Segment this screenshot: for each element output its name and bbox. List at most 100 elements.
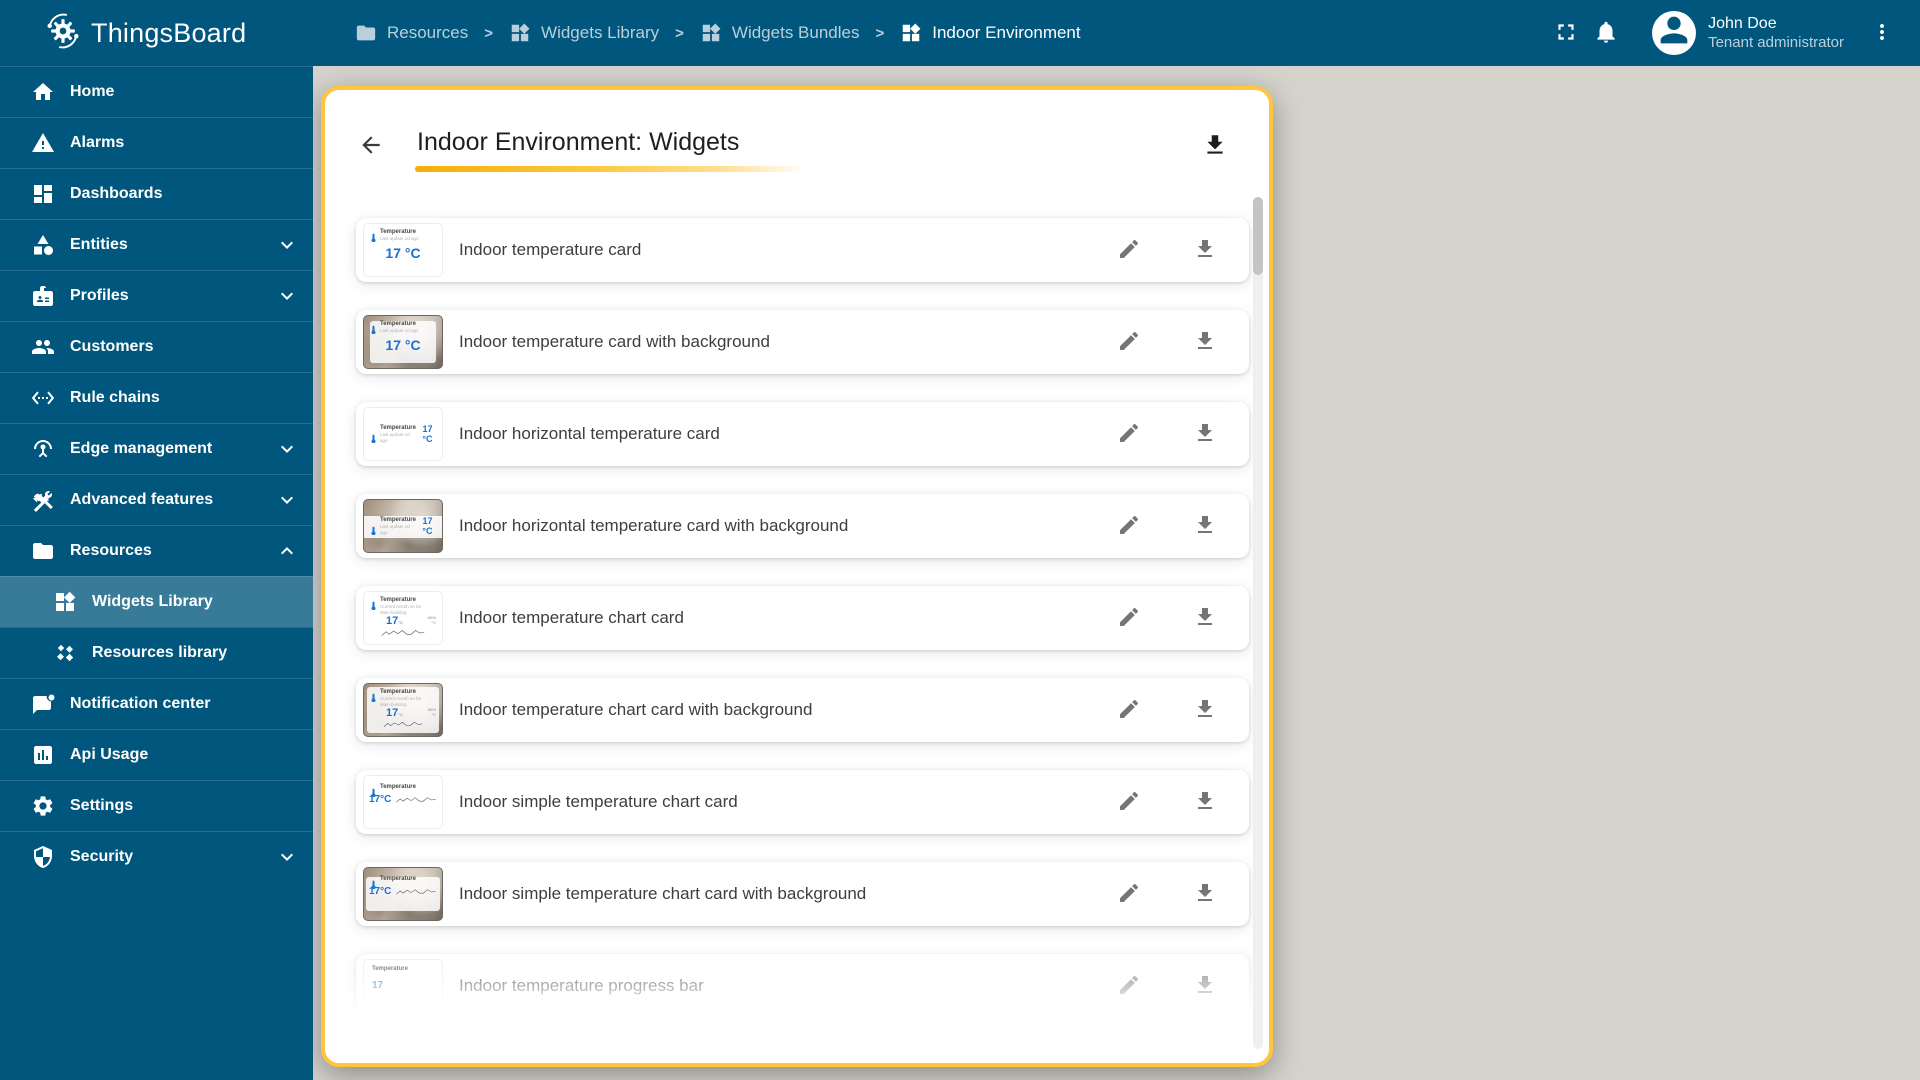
dashboards-icon [31,182,55,206]
settings-icon [31,794,55,818]
more-menu-button[interactable] [1862,13,1902,53]
folder-icon [355,22,377,44]
fullscreen-button[interactable] [1546,13,1586,53]
edit-widget-button[interactable] [1117,882,1141,906]
sidebar-item-entities[interactable]: Entities [0,219,313,270]
sidebar-item-home[interactable]: Home [0,66,313,117]
sidebar-item-widgets-library[interactable]: Widgets Library [0,576,313,627]
widget-title: Indoor temperature card with background [459,332,770,351]
sidebar-item-security[interactable]: Security [0,831,313,882]
widget-title: Indoor horizontal temperature card [459,424,720,443]
sidebar-item-advanced-features[interactable]: Advanced features [0,474,313,525]
widget-thumbnail: Temperature Current month so far Main buil… [363,591,443,645]
title-highlight-underline [415,166,807,172]
widget-thumbnail: Temperature 17°C [363,775,443,829]
download-widget-button[interactable] [1193,790,1217,814]
edit-widget-button[interactable] [1117,514,1141,538]
download-icon [1193,605,1217,632]
entities-icon [31,233,55,257]
widget-row[interactable]: Temperature Last update 1d ago 17 °C Indoo… [356,494,1249,558]
chevron-up-icon [275,539,299,563]
chevron-down-icon [275,284,299,308]
sidebar-item-resources-library[interactable]: Resources library [0,627,313,678]
breadcrumb-indoor-environment[interactable]: Indoor Environment [900,22,1081,44]
sidebar-item-notification-center[interactable]: Notification center [0,678,313,729]
widget-title: Indoor temperature progress bar [459,976,704,995]
download-widget-button[interactable] [1193,330,1217,354]
widget-row[interactable]: Temperature 17°C Indoor simple temperatur… [356,862,1249,926]
widget-title: Indoor horizontal temperature card with … [459,516,849,535]
widget-list: Temperature Last update 1d ago 17 °C Indoo… [356,218,1249,1046]
widget-row[interactable]: Temperature 17°C Indoor simple temperatur… [356,770,1249,834]
scrollbar-thumb[interactable] [1253,197,1263,275]
edit-widget-button[interactable] [1117,974,1141,998]
download-widget-button[interactable] [1193,422,1217,446]
breadcrumb: Resources > Widgets Library > Widgets Bu… [355,22,1081,44]
sidebar-item-customers[interactable]: Customers [0,321,313,372]
edit-pencil-icon [1117,697,1141,724]
edit-widget-button[interactable] [1117,790,1141,814]
back-button[interactable] [353,128,389,164]
edit-widget-button[interactable] [1117,606,1141,630]
export-bundle-button[interactable] [1197,128,1233,164]
customers-icon [31,335,55,359]
fullscreen-icon [1553,19,1579,48]
widget-row[interactable]: Temperature Last update 1d ago 17 °C Indoo… [356,218,1249,282]
download-icon [1193,329,1217,356]
edit-widget-button[interactable] [1117,330,1141,354]
thingsboard-logo-icon [44,12,82,55]
download-widget-button[interactable] [1193,698,1217,722]
chevron-down-icon [275,233,299,257]
widget-row[interactable]: Temperature Current month so far Main buil… [356,678,1249,742]
download-widget-button[interactable] [1193,882,1217,906]
download-widget-button[interactable] [1193,514,1217,538]
widget-row[interactable]: Temperature Last update 1d ago 17 °C Indoo… [356,310,1249,374]
edit-widget-button[interactable] [1117,422,1141,446]
thingsboard-logo[interactable]: ThingsBoard [0,0,313,66]
breadcrumb-widgets-library[interactable]: Widgets Library [509,22,659,44]
edit-pencil-icon [1117,881,1141,908]
widgets-icon [509,22,531,44]
download-icon [1193,881,1217,908]
download-icon [1193,237,1217,264]
edit-widget-button[interactable] [1117,238,1141,262]
sidebar-item-settings[interactable]: Settings [0,780,313,831]
sidebar-item-rule-chains[interactable]: Rule chains [0,372,313,423]
panel-header: Indoor Environment: Widgets [325,90,1269,200]
breadcrumb-resources[interactable]: Resources [355,22,468,44]
download-widget-button[interactable] [1193,606,1217,630]
widget-title: Indoor simple temperature chart card [459,792,738,811]
edge-icon [31,437,55,461]
sidebar-item-edge-management[interactable]: Edge management [0,423,313,474]
widget-thumbnail: Temperature Current month so far Main buil… [363,683,443,737]
download-widget-button[interactable] [1193,974,1217,998]
widget-row[interactable]: Temperature Last update 1d ago 17 °C Indoo… [356,402,1249,466]
widget-row[interactable]: Temperature 17 Indoor temperature progres… [356,954,1249,1018]
widget-thumbnail: Temperature 17°C [363,867,443,921]
widget-thumbnail: Temperature Last update 1d ago 17 °C [363,223,443,277]
widget-row[interactable]: Temperature Current month so far Main buil… [356,586,1249,650]
download-widget-button[interactable] [1193,238,1217,262]
breadcrumb-widgets-bundles[interactable]: Widgets Bundles [700,22,859,44]
edit-pencil-icon [1117,421,1141,448]
sidebar-item-alarms[interactable]: Alarms [0,117,313,168]
edit-pencil-icon [1117,513,1141,540]
api-usage-icon [31,743,55,767]
user-name: John Doe [1708,14,1777,32]
edit-pencil-icon [1117,973,1141,1000]
widget-title: Indoor temperature card [459,240,642,259]
notification-icon [31,692,55,716]
notifications-bell-button[interactable] [1586,13,1626,53]
list-scrollbar[interactable] [1253,197,1263,1049]
edit-pencil-icon [1117,237,1141,264]
edit-pencil-icon [1117,329,1141,356]
sidebar-item-resources[interactable]: Resources [0,525,313,576]
sidebar-item-dashboards[interactable]: Dashboards [0,168,313,219]
user-avatar[interactable] [1652,11,1697,55]
sidebar-nav: Home Alarms Dashboards Entities Profiles… [0,66,313,882]
topbar-actions: John Doe Tenant administrator [1546,11,1902,55]
sidebar-item-api-usage[interactable]: Api Usage [0,729,313,780]
sidebar-item-profiles[interactable]: Profiles [0,270,313,321]
edit-widget-button[interactable] [1117,698,1141,722]
download-icon [1193,513,1217,540]
